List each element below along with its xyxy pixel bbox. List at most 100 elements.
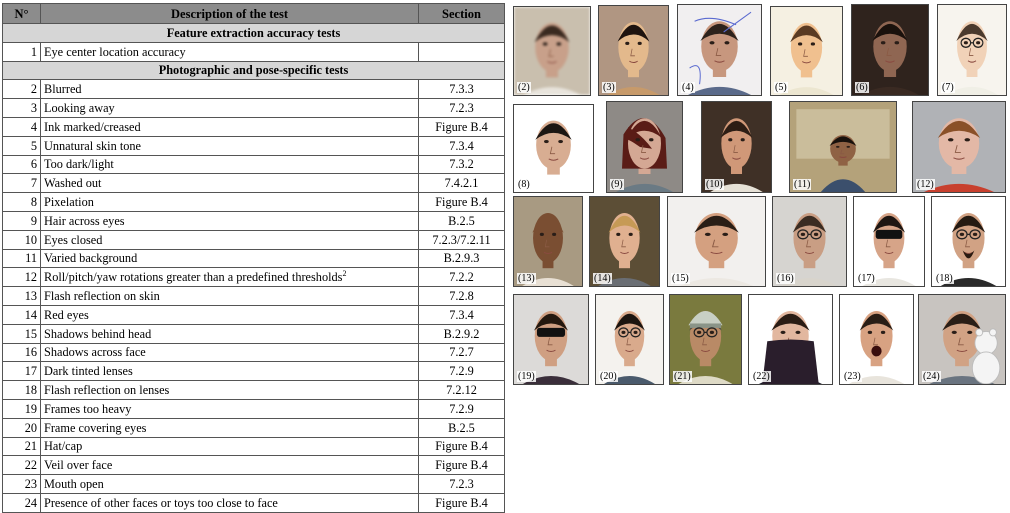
- face-image: [854, 197, 924, 286]
- face-photo: (19): [513, 294, 589, 385]
- table-row: 10 Eyes closed 7.2.3/7.2.11: [2, 229, 505, 250]
- test-number: 16: [2, 342, 41, 363]
- footnote-marker: 2: [342, 269, 347, 279]
- face-photo: (22): [748, 294, 833, 385]
- face-photo: (2): [513, 6, 591, 96]
- photo-label: (15): [671, 273, 690, 284]
- face-image: [749, 295, 832, 384]
- test-section-ref: Figure B.4: [418, 192, 505, 212]
- photo-label: (7): [941, 82, 955, 93]
- photo-label: (5): [774, 82, 788, 93]
- photo-label: (14): [593, 273, 612, 284]
- face-photo: (9): [606, 101, 683, 193]
- face-image: [514, 105, 593, 192]
- test-description-text: Veil over face: [44, 458, 113, 473]
- test-description-text: Flash reflection on skin: [44, 289, 160, 304]
- test-number: 15: [2, 323, 41, 344]
- section-header-row: Photographic and pose-specific tests: [2, 60, 505, 81]
- test-number: 23: [2, 474, 41, 494]
- test-number: 19: [2, 398, 41, 419]
- face-photo: (12): [912, 101, 1006, 193]
- test-description-text: Red eyes: [44, 307, 89, 322]
- test-description: Eyes closed: [40, 229, 419, 250]
- photo-label: (17): [857, 273, 876, 284]
- test-description: Red eyes: [40, 304, 419, 325]
- test-description: Too dark/light: [40, 154, 419, 175]
- table-row: 17 Dark tinted lenses 7.2.9: [2, 361, 505, 382]
- test-section-ref: Figure B.4: [418, 436, 505, 457]
- test-number: 20: [2, 417, 41, 438]
- photo-label: (8): [517, 179, 531, 190]
- table-row: 3 Looking away 7.2.3: [2, 98, 505, 118]
- photo-label: (9): [610, 179, 624, 190]
- test-description: Dark tinted lenses: [40, 361, 419, 382]
- face-photo: (6): [851, 4, 929, 96]
- face-photo: (11): [789, 101, 897, 193]
- test-number: 10: [2, 229, 41, 250]
- test-description: Frames too heavy: [40, 398, 419, 419]
- header-section: Section: [418, 3, 505, 24]
- face-photo: (8): [513, 104, 594, 193]
- table-row: 2 Blurred 7.3.3: [2, 79, 505, 100]
- test-description: Eye center location accuracy: [40, 41, 419, 62]
- table-row: 1 Eye center location accuracy: [2, 41, 505, 62]
- test-section-ref: 7.2.7: [418, 342, 505, 363]
- test-description-text: Shadows behind head: [44, 326, 152, 341]
- test-description-text: Ink marked/creased: [44, 119, 141, 134]
- face-photo: (23): [839, 294, 914, 385]
- test-description: Varied background: [40, 248, 419, 269]
- test-section-ref: 7.2.2: [418, 267, 505, 288]
- table-row: 9 Hair across eyes B.2.5: [2, 210, 505, 231]
- test-description-text: Presence of other faces or toys too clos…: [44, 495, 278, 510]
- test-description: Frame covering eyes: [40, 417, 419, 438]
- test-section-ref: Figure B.4: [418, 455, 505, 476]
- test-description-text: Washed out: [44, 176, 102, 191]
- table-row: 5 Unnatural skin tone 7.3.4: [2, 135, 505, 156]
- table-row: 16 Shadows across face 7.2.7: [2, 342, 505, 363]
- test-description-text: Looking away: [44, 101, 115, 116]
- face-photo: (4): [677, 4, 762, 96]
- test-section-ref: [418, 41, 505, 62]
- test-section-ref: 7.2.3/7.2.11: [418, 229, 505, 250]
- table-row: 11 Varied background B.2.9.3: [2, 248, 505, 269]
- face-photo: (3): [598, 5, 669, 96]
- face-photo: (15): [667, 196, 766, 287]
- test-section-ref: 7.3.2: [418, 154, 505, 175]
- face-image: [514, 197, 582, 286]
- face-image: [773, 197, 846, 286]
- face-image: [913, 102, 1005, 192]
- test-number: 12: [2, 267, 41, 288]
- test-section-ref: 7.3.4: [418, 135, 505, 156]
- test-section-ref: 7.2.8: [418, 286, 505, 306]
- section-title: Feature extraction accuracy tests: [2, 23, 505, 43]
- test-description-text: Dark tinted lenses: [44, 364, 133, 379]
- test-description: Flash reflection on skin: [40, 286, 419, 306]
- test-description-text: Frames too heavy: [44, 401, 132, 416]
- test-number: 11: [2, 248, 41, 269]
- table-row: 13 Flash reflection on skin 7.2.8: [2, 286, 505, 306]
- test-section-ref: 7.3.4: [418, 304, 505, 325]
- test-number: 7: [2, 173, 41, 194]
- table-row: 8 Pixelation Figure B.4: [2, 192, 505, 212]
- test-table: N° Description of the test Section Featu…: [2, 3, 505, 513]
- test-section-ref: 7.2.3: [418, 474, 505, 494]
- test-section-ref: 7.3.3: [418, 79, 505, 100]
- face-image: [514, 7, 590, 95]
- test-number: 5: [2, 135, 41, 156]
- table-row: 4 Ink marked/creased Figure B.4: [2, 116, 505, 137]
- test-description: Hair across eyes: [40, 210, 419, 231]
- test-description-text: Mouth open: [44, 477, 104, 492]
- test-number: 2: [2, 79, 41, 100]
- face-image: [919, 295, 1005, 384]
- table-row: 18 Flash reflection on lenses 7.2.12: [2, 380, 505, 400]
- table-row: 15 Shadows behind head B.2.9.2: [2, 323, 505, 344]
- face-image: [670, 295, 741, 384]
- test-section-ref: B.2.9.2: [418, 323, 505, 344]
- photo-label: (4): [681, 82, 695, 93]
- table-row: 22 Veil over face Figure B.4: [2, 455, 505, 476]
- test-number: 24: [2, 492, 41, 513]
- test-description-text: Unnatural skin tone: [44, 138, 141, 153]
- face-photo: (13): [513, 196, 583, 287]
- table-row: 21 Hat/cap Figure B.4: [2, 436, 505, 457]
- test-description-text: Frame covering eyes: [44, 420, 147, 435]
